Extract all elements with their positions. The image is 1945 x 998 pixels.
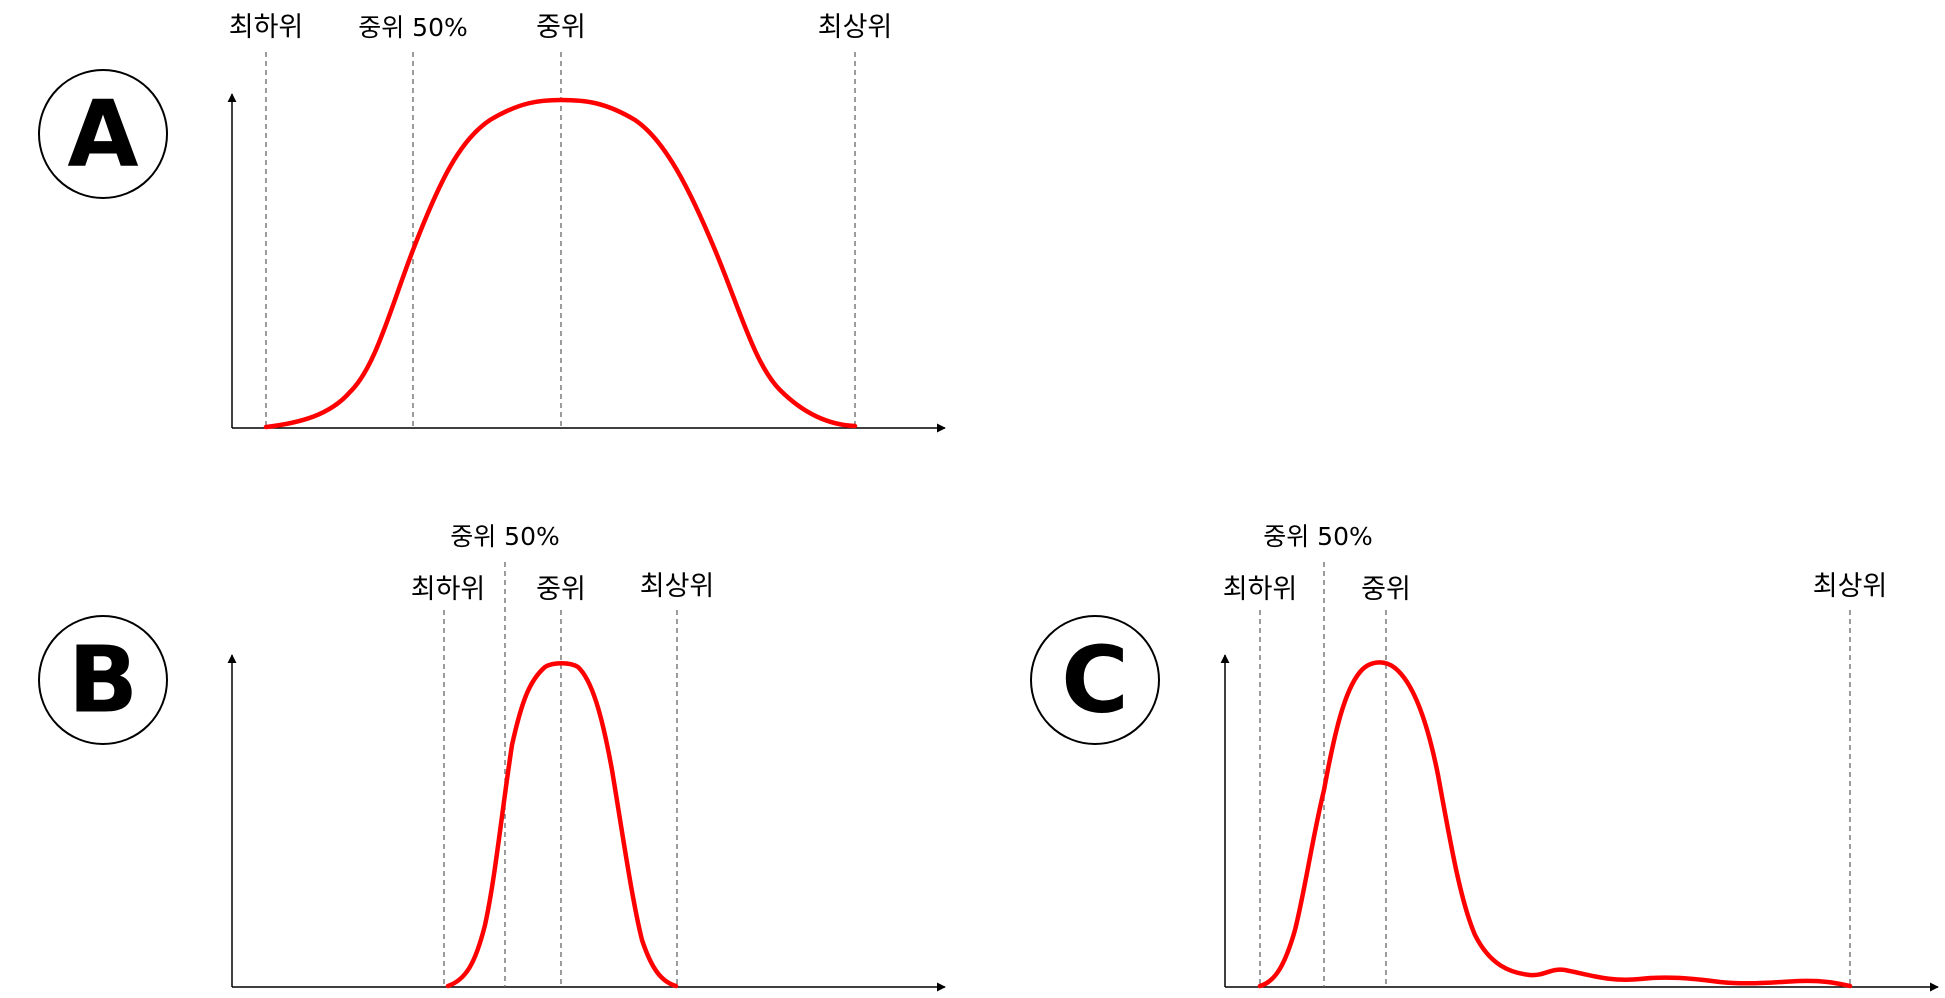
panel-b-mid50-label: 중위 50% xyxy=(450,522,560,551)
panel-b: B 중위 50% 최하위 중위 최상위 xyxy=(38,522,946,992)
panel-c-mid50-label: 중위 50% xyxy=(1263,522,1373,551)
panel-c: C 중위 50% 최하위 중위 최상위 xyxy=(1030,522,1939,992)
panel-b-axes xyxy=(227,654,946,992)
panel-c-badge: C xyxy=(1030,615,1160,745)
panel-a-badge-letter: A xyxy=(67,81,138,188)
panel-b-highest-label: 최상위 xyxy=(640,571,715,602)
panel-c-labels: 중위 50% 최하위 중위 최상위 xyxy=(1223,522,1888,605)
panel-b-guides xyxy=(443,562,678,987)
panel-c-highest-label: 최상위 xyxy=(1813,571,1888,602)
panel-c-guides xyxy=(1259,562,1851,987)
panel-a-badge: A xyxy=(38,69,168,199)
panel-a-median-label: 중위 xyxy=(536,12,586,43)
panel-b-median-label: 중위 xyxy=(536,574,586,605)
panel-a-distribution-curve xyxy=(263,97,858,430)
panel-a-highest-label: 최상위 xyxy=(818,12,893,43)
panel-c-badge-letter: C xyxy=(1061,627,1129,734)
panel-a-axes xyxy=(227,93,946,433)
panel-c-axes xyxy=(1220,654,1939,992)
panel-a-mid50-label: 중위 50% xyxy=(358,13,468,42)
panel-b-distribution-curve xyxy=(445,661,679,989)
panel-b-lowest-label: 최하위 xyxy=(411,574,486,605)
panel-a-lowest-label: 최하위 xyxy=(229,12,304,43)
panel-b-badge: B xyxy=(38,615,168,745)
panel-c-lowest-label: 최하위 xyxy=(1223,574,1298,605)
panel-b-labels: 중위 50% 최하위 중위 최상위 xyxy=(411,522,715,605)
panel-b-badge-letter: B xyxy=(68,627,138,734)
panel-a: A 최하위 중위 50% 중위 최상위 xyxy=(38,12,946,433)
panel-c-distribution-curve xyxy=(1257,660,1853,989)
panel-c-median-label: 중위 xyxy=(1361,574,1411,605)
panel-a-labels: 최하위 중위 50% 중위 최상위 xyxy=(229,12,893,43)
